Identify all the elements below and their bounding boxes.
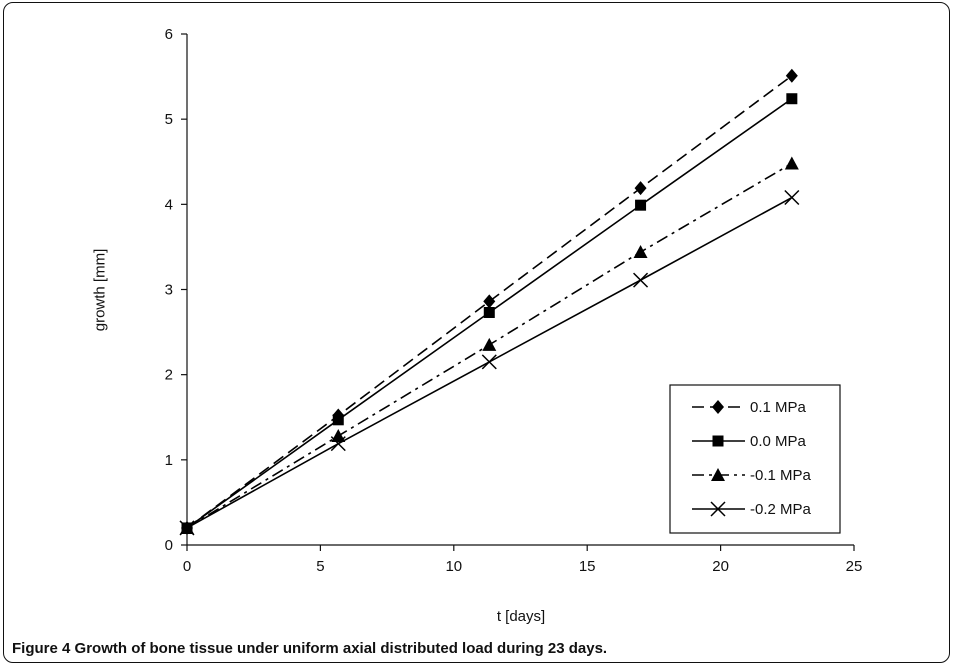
axes: 0 1 2 3 4 5 6 0 5 10 15 20 25 [165,26,863,575]
diamond-marker [483,294,496,309]
x-tick-label: 5 [316,558,324,575]
square-marker [635,199,647,211]
legend-entry: 0.0 MPa [692,433,807,450]
x-marker-stroke [633,272,649,288]
legend-label: 0.1 MPa [750,399,807,416]
square-marker [332,414,344,426]
y-axis-label: growth [mm] [91,248,109,332]
x-marker [710,501,726,517]
series-layer [179,68,800,536]
series-4 [179,189,800,536]
x-marker [633,272,649,288]
x-marker-stroke [481,354,497,370]
square-marker [786,93,798,105]
x-marker-stroke [710,501,726,517]
legend-label: -0.2 MPa [750,501,812,518]
square-marker [712,435,724,447]
x-marker [330,436,346,452]
diamond-marker [634,181,647,196]
line-chart: 0 1 2 3 4 5 6 0 5 10 15 20 25 0.1 MPa 0.0 MPa -0.1 MPa… [165,26,863,575]
y-tick-label: 4 [165,196,173,213]
triangle-marker [331,428,346,442]
x-marker [481,354,497,370]
y-tick-label: 1 [165,452,173,469]
x-tick-label: 25 [846,558,863,575]
x-tick-label: 20 [712,558,729,575]
x-marker-stroke [330,436,346,452]
square-marker [483,306,495,318]
diamond-marker [712,400,724,414]
triangle-marker [711,468,725,481]
legend-entry: -0.1 MPa [692,467,812,484]
diamond-marker [785,68,798,83]
x-tick-label: 10 [445,558,462,575]
y-tick-label: 2 [165,367,173,384]
legend-entry: 0.1 MPa [692,399,807,416]
legend-label: 0.0 MPa [750,433,807,450]
x-marker-stroke [179,520,195,536]
caption-text: Growth of bone tissue under uniform axia… [74,640,608,657]
y-tick-label: 3 [165,282,173,299]
caption-label: Figure 4 [12,640,71,657]
x-tick-label: 0 [183,558,191,575]
x-axis-label: t [days] [496,608,546,625]
x-marker [179,520,195,536]
legend: 0.1 MPa 0.0 MPa -0.1 MPa -0.2 MPa [669,384,841,534]
y-tick-label: 0 [165,537,173,554]
y-tick-label: 6 [165,26,173,43]
x-tick-label: 15 [579,558,596,575]
figure-caption: Figure 4 Growth of bone tissue under uni… [12,640,607,657]
legend-entry: -0.2 MPa [692,501,812,518]
x-marker-stroke [784,189,800,206]
triangle-marker [633,245,648,259]
legend-label: -0.1 MPa [750,467,812,484]
x-marker [784,189,800,206]
triangle-marker [784,156,799,170]
y-tick-label: 5 [165,111,173,128]
triangle-marker [482,337,497,351]
figure-frame [3,2,950,663]
